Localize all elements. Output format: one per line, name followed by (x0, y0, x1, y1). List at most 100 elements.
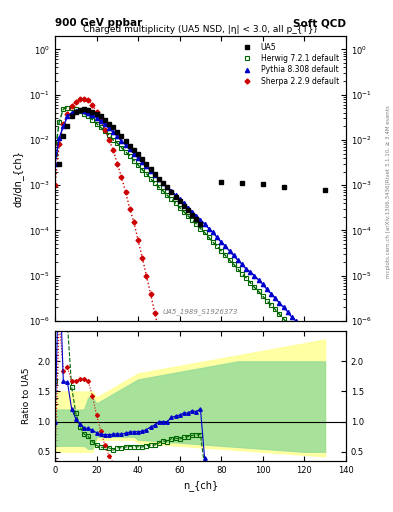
Pythia 8.308 default (53, 160, 57, 166)
Line: UA5: UA5 (57, 106, 327, 226)
Pythia 8.308 default (77, 108, 82, 114)
UA5 (86, 108, 91, 114)
Sherpa 2.2.9 default (103, 126, 107, 133)
UA5 (57, 160, 62, 166)
Text: Rivet 3.1.10, ≥ 3.4M events: Rivet 3.1.10, ≥ 3.4M events (386, 105, 391, 182)
Sherpa 2.2.9 default (73, 99, 78, 105)
Herwig 7.2.1 default (211, 239, 215, 245)
UA5 (140, 156, 145, 162)
UA5 (281, 184, 286, 190)
UA5 (119, 133, 124, 139)
Sherpa 2.2.9 default (152, 310, 157, 316)
Herwig 7.2.1 default (77, 108, 82, 114)
Text: UA5_1989_S1926373: UA5_1989_S1926373 (163, 308, 238, 315)
Herwig 7.2.1 default (277, 311, 282, 317)
UA5 (82, 106, 86, 112)
Sherpa 2.2.9 default (57, 141, 62, 147)
UA5 (69, 113, 74, 119)
Herwig 7.2.1 default (182, 208, 186, 215)
Sherpa 2.2.9 default (148, 291, 153, 297)
UA5 (94, 111, 99, 117)
UA5 (132, 147, 136, 153)
Sherpa 2.2.9 default (127, 206, 132, 212)
UA5 (169, 189, 174, 195)
UA5 (107, 120, 111, 126)
Sherpa 2.2.9 default (86, 97, 91, 103)
Text: 900 GeV ppbar: 900 GeV ppbar (55, 18, 142, 28)
X-axis label: n_{ch}: n_{ch} (183, 480, 218, 491)
UA5 (148, 166, 153, 172)
UA5 (111, 124, 116, 131)
UA5 (61, 133, 66, 139)
Sherpa 2.2.9 default (111, 147, 116, 153)
Line: Sherpa 2.2.9 default: Sherpa 2.2.9 default (53, 97, 182, 437)
Sherpa 2.2.9 default (53, 182, 57, 188)
Sherpa 2.2.9 default (119, 174, 124, 180)
Pythia 8.308 default (73, 108, 78, 114)
Sherpa 2.2.9 default (115, 160, 120, 166)
Text: mcplots.cern.ch [arXiv:1306.3436]: mcplots.cern.ch [arXiv:1306.3436] (386, 183, 391, 278)
Sherpa 2.2.9 default (156, 328, 161, 334)
UA5 (77, 106, 82, 113)
Sherpa 2.2.9 default (123, 189, 128, 195)
UA5 (261, 181, 265, 187)
UA5 (182, 203, 186, 209)
Sherpa 2.2.9 default (61, 121, 66, 127)
Sherpa 2.2.9 default (82, 96, 86, 102)
Herwig 7.2.1 default (53, 151, 57, 157)
UA5 (198, 221, 203, 227)
Sherpa 2.2.9 default (177, 432, 182, 438)
Y-axis label: dσ/dn_{ch}: dσ/dn_{ch} (13, 150, 24, 207)
Sherpa 2.2.9 default (169, 387, 174, 393)
UA5 (165, 184, 169, 190)
Sherpa 2.2.9 default (65, 111, 70, 117)
Title: Charged multiplicity (UA5 NSD, |η| < 3.0, all p_{T}): Charged multiplicity (UA5 NSD, |η| < 3.0… (83, 25, 318, 34)
Herwig 7.2.1 default (123, 148, 128, 155)
Legend: UA5, Herwig 7.2.1 default, Pythia 8.308 default, Sherpa 2.2.9 default: UA5, Herwig 7.2.1 default, Pythia 8.308 … (235, 39, 342, 89)
Pythia 8.308 default (269, 291, 274, 297)
Sherpa 2.2.9 default (107, 137, 111, 143)
UA5 (73, 109, 78, 115)
Herwig 7.2.1 default (323, 363, 327, 369)
Sherpa 2.2.9 default (144, 272, 149, 279)
Sherpa 2.2.9 default (132, 219, 136, 225)
UA5 (136, 151, 140, 157)
Pythia 8.308 default (140, 159, 145, 165)
Sherpa 2.2.9 default (165, 368, 169, 374)
UA5 (144, 160, 149, 166)
Pythia 8.308 default (173, 192, 178, 198)
UA5 (123, 138, 128, 144)
UA5 (156, 176, 161, 182)
Sherpa 2.2.9 default (77, 96, 82, 102)
UA5 (185, 207, 190, 213)
UA5 (190, 212, 195, 218)
UA5 (65, 123, 70, 130)
UA5 (173, 194, 178, 200)
UA5 (240, 180, 244, 186)
Pythia 8.308 default (306, 331, 311, 337)
UA5 (98, 113, 103, 119)
UA5 (152, 170, 157, 177)
Sherpa 2.2.9 default (161, 349, 165, 355)
UA5 (194, 216, 198, 222)
Sherpa 2.2.9 default (69, 103, 74, 110)
UA5 (219, 179, 224, 185)
UA5 (115, 129, 120, 135)
Herwig 7.2.1 default (107, 132, 111, 138)
Sherpa 2.2.9 default (140, 254, 145, 261)
UA5 (103, 117, 107, 123)
Line: Pythia 8.308 default: Pythia 8.308 default (53, 109, 327, 355)
Sherpa 2.2.9 default (94, 109, 99, 115)
Sherpa 2.2.9 default (173, 408, 178, 414)
UA5 (90, 109, 95, 115)
Sherpa 2.2.9 default (98, 117, 103, 123)
Text: Soft QCD: Soft QCD (293, 18, 346, 28)
UA5 (323, 186, 327, 193)
UA5 (161, 180, 165, 186)
Y-axis label: Ratio to UA5: Ratio to UA5 (22, 368, 31, 424)
Pythia 8.308 default (323, 349, 327, 355)
Sherpa 2.2.9 default (136, 238, 140, 244)
Sherpa 2.2.9 default (90, 102, 95, 108)
UA5 (127, 142, 132, 148)
UA5 (177, 198, 182, 204)
